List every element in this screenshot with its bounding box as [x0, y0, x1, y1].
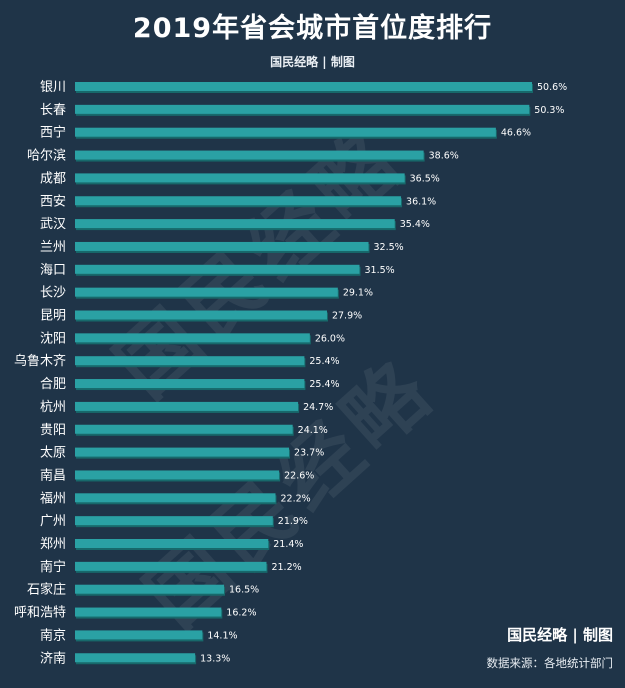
bar [75, 447, 290, 457]
category-label: 长春 [40, 103, 66, 118]
category-label: 杭州 [40, 400, 66, 415]
bar [75, 379, 305, 389]
category-label: 太原 [40, 446, 66, 461]
chart-title: 2019年省会城市首位度排行 [132, 13, 493, 44]
value-label: 27.9% [332, 311, 362, 322]
category-label: 哈尔滨 [27, 148, 66, 164]
bar [75, 333, 310, 343]
value-label: 16.5% [229, 585, 259, 596]
value-label: 24.7% [303, 402, 333, 413]
value-label: 25.4% [309, 356, 339, 367]
value-label: 31.5% [364, 265, 394, 276]
value-label: 50.3% [534, 105, 564, 116]
value-label: 35.4% [400, 219, 430, 230]
category-label: 广州 [40, 514, 66, 529]
bar [75, 607, 222, 617]
value-label: 22.6% [284, 470, 314, 481]
category-label: 济南 [40, 650, 66, 666]
category-label: 沈阳 [40, 331, 66, 346]
value-label: 23.7% [294, 448, 324, 459]
data-source: 数据来源：各地统计部门 [486, 656, 614, 670]
value-label: 32.5% [374, 242, 404, 253]
bar [75, 173, 405, 183]
category-label: 石家庄 [27, 582, 66, 598]
bar [75, 630, 203, 640]
bar [75, 264, 360, 274]
category-label: 银川 [40, 80, 66, 95]
category-label: 成都 [40, 171, 66, 186]
value-label: 50.6% [537, 82, 567, 93]
bar [75, 401, 299, 411]
category-label: 南宁 [40, 559, 66, 575]
category-label: 贵阳 [40, 423, 66, 438]
value-label: 13.3% [200, 653, 230, 664]
category-label: 呼和浩特 [14, 606, 66, 621]
value-label: 21.2% [271, 562, 301, 573]
value-label: 14.1% [207, 630, 237, 641]
bar [75, 241, 369, 251]
category-label: 兰州 [40, 240, 66, 255]
value-label: 22.2% [281, 493, 311, 504]
category-label: 西宁 [40, 125, 66, 141]
category-label: 昆明 [40, 309, 66, 324]
category-label: 南昌 [40, 467, 66, 483]
value-label: 36.1% [406, 196, 436, 207]
byline: 国民经略 | 制图 [270, 55, 355, 69]
value-label: 36.5% [410, 173, 440, 184]
brand-credit: 国民经略 | 制图 [507, 626, 613, 644]
bar [75, 310, 327, 320]
bar [75, 127, 496, 137]
value-label: 38.6% [429, 151, 459, 162]
bar [75, 356, 305, 366]
bar [75, 653, 196, 663]
bar [75, 150, 424, 160]
category-label: 海口 [40, 263, 66, 278]
bar [75, 424, 293, 434]
bar [75, 516, 273, 526]
category-label: 武汉 [40, 217, 66, 232]
bar [75, 539, 269, 548]
bar [75, 219, 395, 229]
value-label: 24.1% [298, 425, 328, 436]
bar [75, 584, 225, 594]
value-label: 46.6% [501, 128, 531, 139]
value-label: 26.0% [315, 333, 345, 344]
category-label: 南京 [40, 627, 66, 643]
category-label: 合肥 [40, 377, 66, 392]
bar [75, 82, 532, 91]
bar [75, 104, 530, 114]
bar [75, 561, 267, 571]
category-label: 长沙 [40, 286, 66, 301]
bar [75, 493, 276, 503]
bar [75, 196, 402, 206]
value-label: 29.1% [343, 288, 373, 299]
category-label: 西安 [40, 194, 66, 209]
bar [75, 287, 338, 297]
category-label: 福州 [40, 491, 66, 506]
value-label: 21.4% [273, 539, 303, 550]
value-label: 16.2% [226, 608, 256, 619]
bar [75, 470, 280, 480]
value-label: 25.4% [309, 379, 339, 390]
category-label: 郑州 [40, 537, 66, 552]
value-label: 21.9% [278, 516, 308, 527]
category-label: 乌鲁木齐 [14, 353, 66, 369]
